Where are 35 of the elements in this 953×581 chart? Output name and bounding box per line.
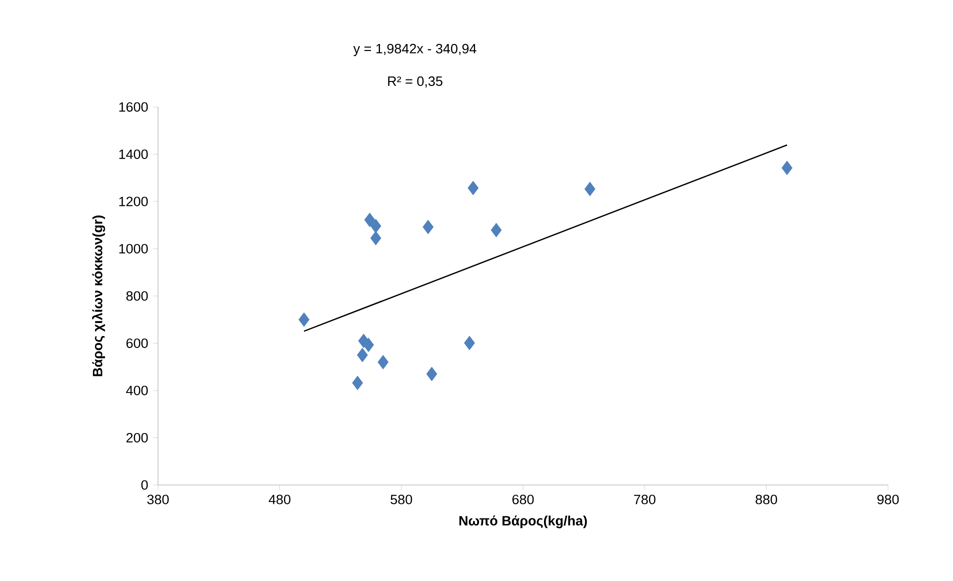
point (782, 160, 792, 176)
point (468, 180, 479, 196)
x-tick-label: 680 (512, 494, 534, 504)
point (352, 376, 363, 390)
point (364, 212, 376, 228)
point (490, 222, 502, 238)
point (363, 338, 374, 352)
text: R² = 0,35 (388, 76, 442, 88)
text: y = 1,9842x - 340,94 (353, 44, 476, 56)
point (370, 218, 382, 234)
y-axis-title: Βάρος χιλίων κόκκων(gr) (92, 216, 106, 376)
point (298, 312, 310, 327)
y-tick-label: 600 (126, 338, 148, 348)
y-tick-label: 0 (141, 480, 148, 490)
x-axis-title: Νωπό Βάρος(kg/ha) (459, 515, 587, 528)
x-tick-label: 780 (634, 494, 656, 504)
x-tick-label: 580 (390, 494, 412, 504)
point (356, 348, 368, 362)
x-tick-label: 980 (877, 494, 899, 504)
point (426, 366, 438, 382)
y-tick-label: 1000 (119, 244, 148, 254)
point (584, 182, 596, 196)
point (464, 336, 475, 350)
y-tick-label: 1200 (119, 196, 148, 206)
x-tick-label: 480 (268, 494, 290, 504)
y-tick-label: 400 (126, 386, 148, 396)
point (370, 230, 382, 246)
y-tick-label: 800 (126, 291, 148, 301)
y-tick-label: 1600 (119, 102, 148, 112)
point (422, 220, 434, 234)
x-tick-label: 380 (147, 494, 169, 504)
point (378, 354, 389, 370)
y-tick-label: 1400 (119, 149, 148, 160)
x-tick-label: 880 (756, 494, 778, 504)
y-tick-label: 200 (126, 432, 148, 443)
